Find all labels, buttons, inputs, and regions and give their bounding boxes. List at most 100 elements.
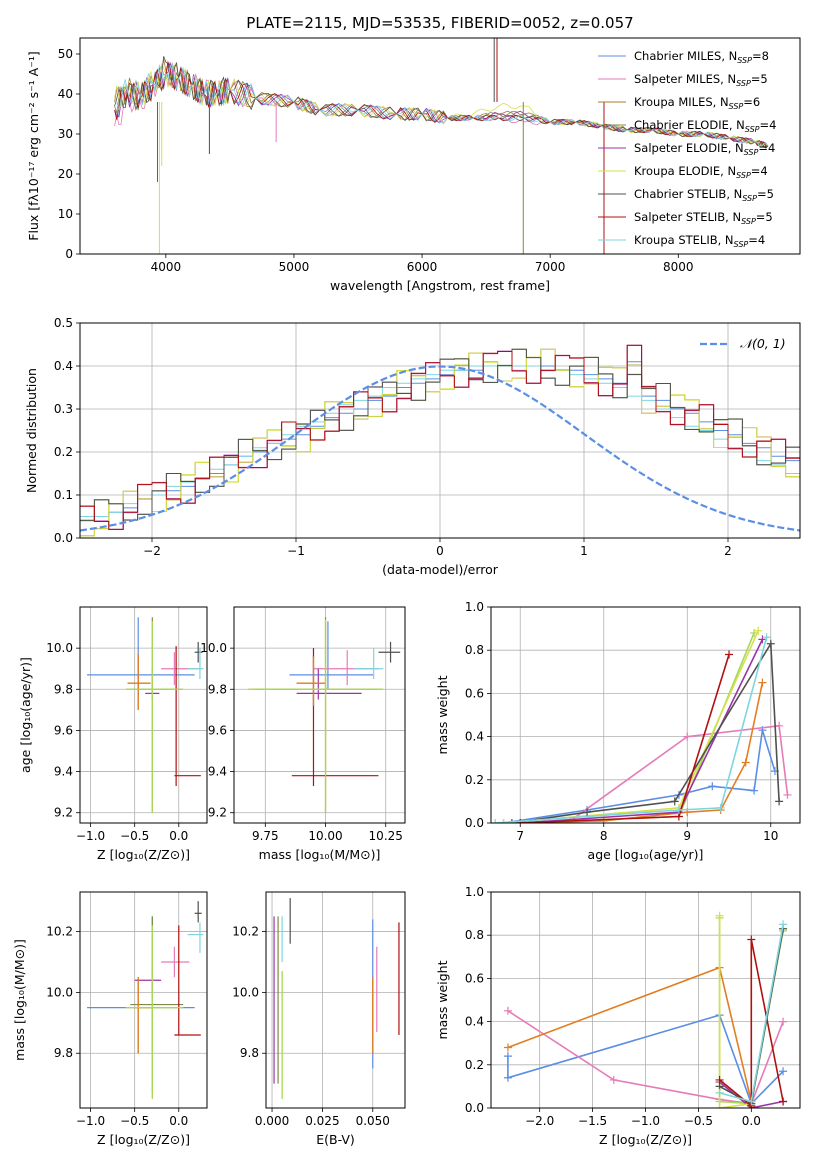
legend-label-sub: SSP bbox=[744, 148, 759, 157]
weight-line bbox=[520, 682, 764, 823]
weight-line bbox=[495, 636, 768, 823]
plus-marker bbox=[491, 819, 500, 823]
tick-labels: 7 8 9 10 0.0 0.2 0.4 0.6 0.8 1.0 bbox=[465, 600, 779, 843]
plus-marker bbox=[715, 1104, 724, 1108]
tick-labels: 4000 5000 6000 7000 8000 0 10 20 30 40 50 bbox=[58, 47, 694, 274]
plus-marker bbox=[779, 920, 788, 929]
x-axis-label: mass [log₁₀(M/M⊙)] bbox=[259, 847, 381, 862]
axes-frame bbox=[79, 606, 208, 824]
panel-mass_weight_vs_age: 7 8 9 10 0.0 0.2 0.4 0.6 0.8 1.0 age [log₁₀(age/yr… bbox=[435, 600, 801, 862]
y-tick-label: 0.6 bbox=[465, 686, 484, 700]
legend-label-tail: =6 bbox=[743, 95, 760, 109]
y-tick-label: 0.8 bbox=[465, 643, 484, 657]
weight-series-7 bbox=[507, 639, 784, 823]
legend-label-base: Salpeter MILES, N bbox=[634, 72, 736, 86]
plus-marker bbox=[503, 1043, 512, 1052]
legend-label-tail: =4 bbox=[760, 118, 777, 132]
x-tick-label: −2.0 bbox=[525, 1114, 554, 1128]
histogram-series-9 bbox=[80, 344, 800, 530]
x-tick-label: 0.025 bbox=[305, 1114, 339, 1128]
y-tick-label: 30 bbox=[58, 127, 73, 141]
weight-series-9 bbox=[715, 920, 788, 1106]
y-tick-label: 0.0 bbox=[465, 1101, 484, 1115]
y-tick-label: 0.4 bbox=[54, 359, 73, 373]
tick-labels: −2 −1 0 1 2 0.0 0.1 0.2 0.3 0.4 0.5 bbox=[54, 316, 732, 558]
y-tick-label: 9.8 bbox=[54, 682, 73, 696]
errorbar-point-2 bbox=[161, 946, 190, 978]
y-tick-label: 10.2 bbox=[232, 925, 259, 939]
plus-marker bbox=[516, 819, 525, 823]
figure-title: PLATE=2115, MJD=53535, FIBERID=0052, z=0… bbox=[246, 14, 633, 32]
x-axis-label: E(B-V) bbox=[316, 1132, 355, 1147]
legend-label-sub: SSP bbox=[736, 171, 751, 180]
legend-label: Salpeter MILES, NSSP=5 bbox=[634, 72, 768, 88]
errorbar-point-7 bbox=[378, 641, 401, 663]
legend-label-sub: SSP bbox=[737, 56, 752, 65]
spectrum-line-8 bbox=[114, 60, 769, 147]
plus-marker bbox=[715, 1088, 724, 1097]
y-tick-label: 1.0 bbox=[465, 885, 484, 899]
plus-marker bbox=[758, 678, 767, 687]
plus-marker bbox=[503, 1052, 512, 1061]
plus-marker bbox=[741, 758, 750, 767]
y-tick-label: 0.4 bbox=[465, 730, 484, 744]
tick-labels: −2.0 −1.5 −1.0 −0.5 0.0 0.0 0.2 0.4 0.6 0.8 1.0 bbox=[465, 885, 761, 1128]
plus-marker bbox=[775, 721, 784, 730]
plot-area bbox=[248, 617, 401, 813]
y-tick-label: 0.6 bbox=[465, 971, 484, 985]
plot-area bbox=[87, 901, 204, 1099]
y-tick-label: 1.0 bbox=[465, 600, 484, 614]
legend-normal-label: 𝒩(0, 1) bbox=[740, 336, 786, 351]
y-tick-label: 9.4 bbox=[208, 765, 227, 779]
y-axis-label: age [log₁₀(age/yr)] bbox=[18, 657, 33, 773]
x-tick-label: 0.0 bbox=[742, 1114, 761, 1128]
x-tick-label: 2 bbox=[724, 544, 732, 558]
plus-marker bbox=[715, 1075, 724, 1084]
legend-label-tail: =4 bbox=[751, 164, 768, 178]
errorbar-point-5 bbox=[296, 668, 362, 700]
x-axis-label: wavelength [Angstrom, rest frame] bbox=[330, 278, 550, 293]
plus-marker bbox=[766, 639, 775, 648]
weight-line bbox=[718, 915, 752, 1108]
x-tick-label: 6000 bbox=[407, 260, 438, 274]
plus-marker bbox=[779, 1097, 788, 1106]
y-tick-label: 0 bbox=[65, 247, 73, 261]
y-tick-label: 9.2 bbox=[54, 806, 73, 820]
y-tick-label: 9.6 bbox=[54, 723, 73, 737]
tick-labels: −1.0 −0.5 0.0 9.2 9.4 9.6 9.8 10.0 bbox=[46, 641, 188, 843]
y-axis-label: Flux [fλ10⁻¹⁷ erg cm⁻² s⁻¹ A⁻¹] bbox=[26, 51, 41, 240]
plus-marker bbox=[583, 808, 592, 817]
x-axis-label: Z [log₁₀(Z/Z⊙)] bbox=[97, 847, 190, 862]
legend-label: Chabrier ELODIE, NSSP=4 bbox=[634, 118, 776, 134]
x-tick-label: 9 bbox=[683, 829, 691, 843]
weight-series-8 bbox=[516, 650, 734, 823]
plus-marker bbox=[708, 782, 717, 791]
legend-label-tail: =5 bbox=[757, 187, 774, 201]
errorbar-point-9 bbox=[354, 648, 384, 679]
legend-label-base: Salpeter STELIB, N bbox=[634, 210, 741, 224]
plot-area bbox=[114, 38, 769, 254]
y-axis-label: mass weight bbox=[435, 675, 450, 754]
y-tick-label: 10.2 bbox=[46, 925, 73, 939]
y-tick-label: 0.3 bbox=[54, 402, 73, 416]
y-axis-label: Normed distribution bbox=[24, 368, 39, 493]
plus-marker bbox=[725, 650, 734, 659]
legend-label-tail: =8 bbox=[752, 49, 769, 63]
legend-label-sub: SSP bbox=[729, 102, 744, 111]
plot-area bbox=[80, 344, 800, 537]
legend-label: Chabrier MILES, NSSP=8 bbox=[634, 49, 769, 65]
x-tick-label: 8 bbox=[600, 829, 608, 843]
x-tick-label: 10.25 bbox=[369, 829, 403, 843]
plot-area bbox=[87, 617, 204, 813]
legend-label-sub: SSP bbox=[736, 79, 751, 88]
plus-marker bbox=[503, 1073, 512, 1082]
plus-marker bbox=[750, 786, 759, 795]
y-axis-label: mass weight bbox=[435, 960, 450, 1039]
plus-marker bbox=[747, 935, 756, 944]
x-axis-label: Z [log₁₀(Z/Z⊙)] bbox=[97, 1132, 190, 1147]
plus-marker bbox=[754, 626, 763, 635]
plus-marker bbox=[499, 819, 508, 823]
errorbar-point-9 bbox=[187, 922, 204, 953]
plot-area bbox=[503, 911, 788, 1108]
axes-frame bbox=[79, 891, 208, 1109]
